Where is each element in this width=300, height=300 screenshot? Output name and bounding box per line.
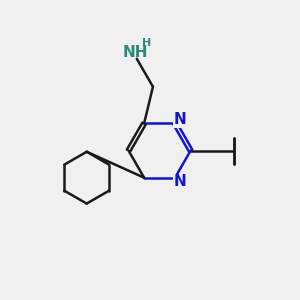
Text: H: H [142,38,151,48]
Text: N: N [174,112,187,127]
Text: NH: NH [122,45,148,60]
Text: N: N [174,174,187,189]
